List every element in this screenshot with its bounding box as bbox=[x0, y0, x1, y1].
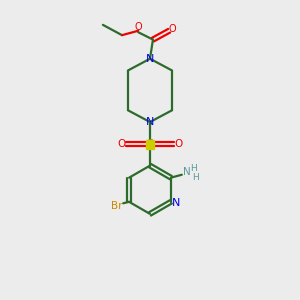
Text: N: N bbox=[172, 198, 180, 208]
Text: N: N bbox=[146, 54, 154, 64]
Text: O: O bbox=[169, 24, 176, 34]
Text: N: N bbox=[146, 117, 154, 127]
Text: O: O bbox=[117, 139, 125, 149]
Text: O: O bbox=[134, 22, 142, 32]
Bar bbox=[146, 140, 154, 148]
Text: O: O bbox=[175, 139, 183, 149]
Text: H: H bbox=[193, 172, 199, 182]
Text: H: H bbox=[190, 164, 197, 173]
Text: N: N bbox=[183, 167, 191, 177]
Text: Br: Br bbox=[111, 201, 122, 211]
Text: S: S bbox=[146, 139, 154, 149]
